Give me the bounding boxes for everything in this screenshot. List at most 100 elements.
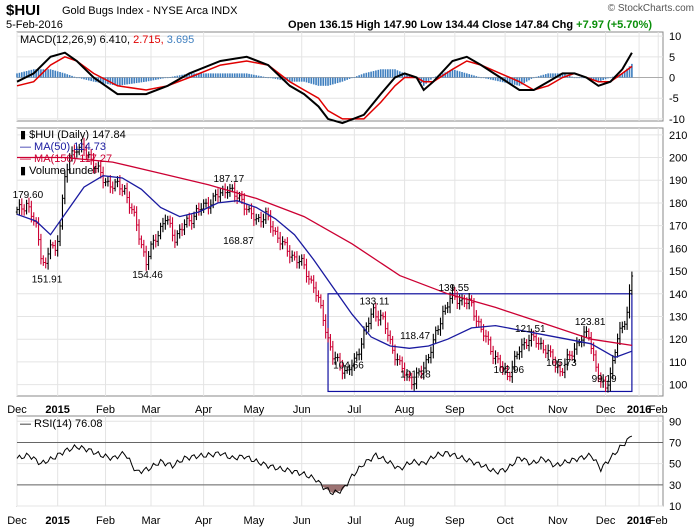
price-annotation: 99.19	[592, 374, 617, 385]
macd-histogram-bar	[54, 70, 57, 78]
price-x-axis-label: Feb	[96, 404, 115, 416]
price-x-axis-label: Aug	[395, 404, 415, 416]
price-y-tick: 210	[669, 130, 687, 142]
macd-histogram-bar	[104, 77, 107, 84]
macd-histogram-bar	[461, 72, 463, 78]
price-y-tick: 100	[669, 380, 687, 392]
macd-histogram-bar	[159, 77, 162, 79]
macd-histogram-bar	[207, 73, 210, 78]
macd-histogram-bar	[406, 74, 408, 78]
macd-histogram-bar	[64, 73, 66, 78]
macd-histogram-bar	[276, 77, 279, 80]
macd-legend-signal: 2.715,	[133, 34, 167, 46]
macd-histogram-bar	[609, 77, 612, 79]
rsi-x-axis-label: Dec	[7, 515, 27, 527]
macd-histogram-bar	[296, 77, 298, 82]
macd-histogram-bar	[195, 73, 198, 78]
macd-histogram-bar	[157, 77, 159, 80]
macd-histogram-bar	[73, 76, 76, 78]
macd-histogram-bar	[59, 72, 61, 78]
macd-histogram-bar	[315, 77, 317, 86]
macd-histogram-bar	[169, 77, 171, 78]
rsi-x-axis-label: 2016	[627, 515, 651, 527]
macd-histogram-bar	[363, 73, 365, 78]
macd-histogram-bar	[16, 73, 18, 78]
price-y-tick: 140	[669, 289, 687, 301]
rsi-x-axis-label: Apr	[195, 515, 212, 527]
price-series: 179.60 151.91 154.46 187.17 168.87 133.11 118.…	[13, 129, 634, 393]
macd-histogram-bar	[288, 77, 291, 82]
macd-histogram-bar	[458, 71, 461, 78]
macd-histogram-bar	[305, 77, 308, 83]
price-legend-symbol: ▮ $HUI (Daily) 147.84	[20, 129, 126, 141]
macd-line	[16, 51, 633, 125]
macd-histogram-bar	[145, 77, 147, 82]
macd-histogram-bar	[40, 69, 42, 78]
macd-histogram-bar	[396, 70, 399, 78]
price-panel: 210 200 190 180 170 160 150 140 130 120 110 100	[16, 127, 687, 397]
rsi-x-axis-label: Dec	[596, 515, 616, 527]
price-y-tick: 150	[669, 266, 687, 278]
macd-histogram-bar	[188, 73, 191, 78]
macd-histogram-bar	[80, 77, 83, 79]
macd-histogram-bar	[506, 77, 509, 84]
macd-histogram-bar	[85, 77, 88, 80]
macd-histogram-bar	[628, 66, 631, 78]
price-x-axis-label: Feb	[649, 404, 668, 416]
macd-histogram-bar	[291, 77, 293, 82]
macd-histogram-bar	[217, 73, 219, 78]
macd-histogram-bar	[236, 73, 238, 78]
price-annotation: 179.60	[13, 190, 44, 201]
macd-histogram-bar	[573, 77, 576, 79]
macd-histogram-bar	[552, 73, 554, 78]
macd-y-tick: -5	[669, 93, 679, 105]
macd-histogram-bar	[578, 77, 581, 79]
macd-histogram-bar	[212, 73, 214, 78]
price-x-axis-label: Jun	[293, 404, 311, 416]
macd-histogram-bar	[269, 77, 272, 79]
macd-histogram-bar	[25, 71, 28, 78]
macd-histogram-bar	[123, 77, 126, 85]
macd-histogram-bar	[303, 77, 305, 82]
rsi-legend-value: 76.08	[75, 418, 103, 430]
macd-histogram-bar	[44, 69, 47, 78]
macd-histogram-bar	[200, 73, 203, 78]
macd-histogram-bar	[52, 69, 54, 78]
price-annotation: 105.73	[546, 358, 577, 369]
macd-histogram-bar	[327, 77, 329, 86]
macd-histogram-bar	[119, 77, 121, 86]
price-y-tick: 190	[669, 175, 687, 187]
macd-histogram-bar	[229, 73, 231, 78]
ticker-name: Gold Bugs Index - NYSE Arca INDX	[62, 5, 238, 17]
rsi-x-axis-label: Sep	[445, 515, 465, 527]
price-x-axis-label: Nov	[548, 404, 568, 416]
macd-histogram-bar	[509, 77, 511, 84]
price-y-tick: 170	[669, 221, 687, 233]
price-x-axis-label: Jul	[347, 404, 361, 416]
close-value: 147.84	[514, 19, 549, 31]
macd-histogram-bar	[166, 77, 169, 79]
macd-histogram-bar	[181, 74, 183, 78]
macd-histogram-bar	[23, 71, 25, 78]
macd-histogram-bar	[513, 77, 516, 85]
macd-histogram-bar	[317, 77, 320, 86]
macd-histogram-bar	[372, 71, 375, 78]
macd-histogram-bar	[253, 74, 255, 78]
macd-histogram-bar	[561, 73, 564, 78]
high-label: High	[355, 19, 381, 31]
low-value: 134.44	[445, 19, 479, 31]
macd-histogram-bar	[255, 75, 258, 78]
macd-histogram-bar	[238, 73, 241, 78]
macd-histogram-bar	[99, 77, 102, 83]
macd-histogram-bar	[219, 73, 222, 78]
macd-histogram-bar	[198, 73, 200, 78]
price-annotation: 118.47	[400, 331, 430, 342]
macd-histogram-bar	[485, 77, 487, 79]
price-annotation: 104.66	[333, 360, 364, 371]
macd-histogram-bar	[265, 77, 267, 78]
macd-histogram-bar	[336, 77, 339, 84]
ma150-legend-label: — MA(150)	[20, 153, 79, 165]
macd-histogram-bar	[403, 73, 406, 78]
macd-histogram-bar	[525, 77, 528, 82]
